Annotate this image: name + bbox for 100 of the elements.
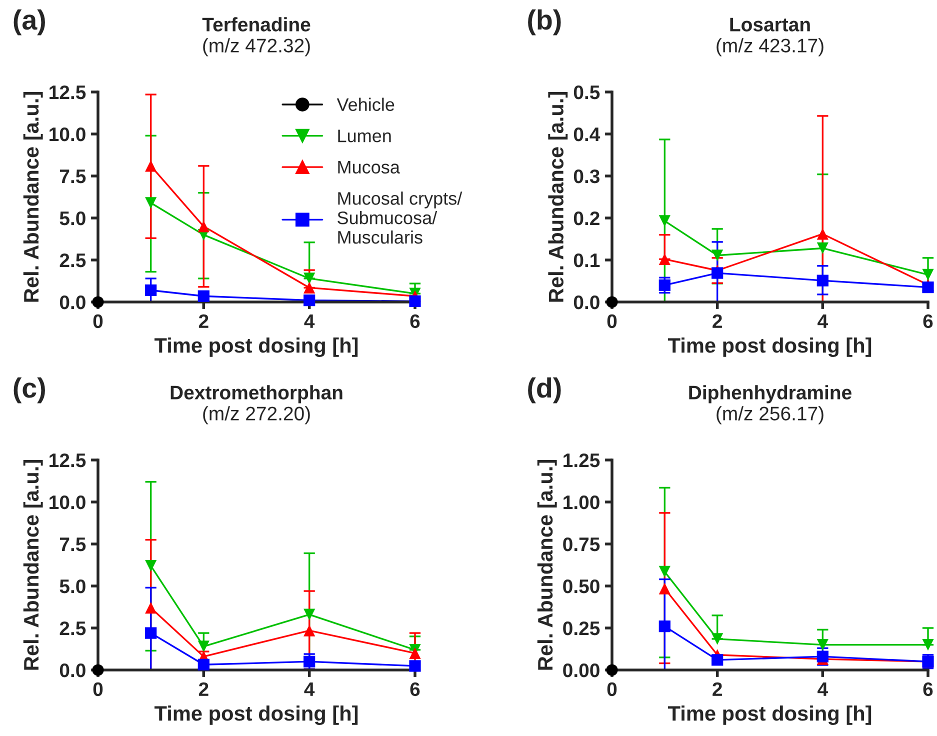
point <box>922 268 934 281</box>
y-tick-label: 2.5 <box>60 253 86 268</box>
x-tick-label: 4 <box>304 314 315 328</box>
text: (c) <box>14 377 45 404</box>
y-tick-label: 0.0 <box>60 663 86 678</box>
y-tick-label: 7.5 <box>60 538 86 552</box>
point <box>922 281 934 294</box>
x-axis-title: Time post dosing [h] <box>668 337 872 357</box>
chart-subtitle: (m/z 256.17) <box>716 406 824 424</box>
chart-title: Terfenadine <box>202 17 310 32</box>
text: (b) <box>528 9 561 36</box>
point <box>658 620 670 632</box>
point <box>198 640 210 652</box>
x-tick-label: 6 <box>410 314 420 328</box>
chart-subtitle: (m/z 423.17) <box>716 38 824 56</box>
point <box>816 242 828 254</box>
point <box>304 624 316 636</box>
y-tick-label: 1.25 <box>564 453 600 468</box>
point <box>816 228 828 240</box>
x-tick-label: 2 <box>712 682 722 696</box>
chart-title: Losartan <box>730 18 810 32</box>
point <box>145 197 157 209</box>
point <box>145 284 157 296</box>
point <box>304 656 316 668</box>
x-tick-label: 0 <box>93 314 103 328</box>
chart-title: Diphenhydramine <box>689 385 852 404</box>
y-axis-title: Rel. Abundance [a.u.] <box>548 92 568 302</box>
x-tick-label: 4 <box>818 682 828 696</box>
x-tick-label: 6 <box>410 682 420 696</box>
point <box>712 654 724 666</box>
point <box>409 660 421 672</box>
y-axis-title: Rel. Abundance [a.u.] <box>23 92 43 302</box>
point <box>922 638 934 651</box>
x-tick-label: 2 <box>198 314 208 328</box>
text: (d) <box>528 377 561 404</box>
point <box>198 290 210 302</box>
y-axis-title: Rel. Abundance [a.u.] <box>537 460 557 670</box>
point <box>658 215 670 227</box>
x-tick-label: 0 <box>607 314 617 328</box>
legend-label: Mucosal crypts/ Submucosa/ Muscularis <box>338 192 462 244</box>
y-tick-label: 0.0 <box>574 295 600 310</box>
y-tick-label: 0.3 <box>574 169 600 184</box>
y-tick-label: 12.5 <box>50 453 86 468</box>
point <box>658 566 670 578</box>
y-tick-label: 12.5 <box>50 85 86 100</box>
y-tick-label: 0.25 <box>563 621 600 636</box>
point <box>198 658 210 670</box>
point <box>658 253 670 265</box>
point <box>304 294 316 306</box>
point <box>198 220 210 232</box>
y-tick-label: 0.75 <box>563 537 600 552</box>
x-axis-title: Time post dosing [h] <box>154 337 358 357</box>
y-tick-label: 0.0 <box>60 295 86 310</box>
y-tick-label: 0.4 <box>574 127 600 142</box>
point <box>712 250 724 262</box>
y-tick-label: 0.50 <box>563 579 600 594</box>
y-tick-label: 0.00 <box>563 663 600 678</box>
point <box>145 160 157 172</box>
point <box>816 650 828 662</box>
point <box>145 560 157 572</box>
point <box>145 627 157 639</box>
point <box>816 274 828 286</box>
x-tick-label: 6 <box>923 682 933 696</box>
y-tick-label: 0.1 <box>574 253 600 268</box>
x-tick-label: 0 <box>93 682 103 696</box>
chart-title: Dextromethorphan <box>170 385 342 404</box>
x-axis-title: Time post dosing [h] <box>668 705 872 725</box>
text: (a) <box>14 9 45 36</box>
y-tick-label: 0.2 <box>574 211 600 226</box>
point <box>712 633 724 645</box>
x-tick-label: 4 <box>304 682 315 696</box>
y-tick-label: 10.0 <box>50 495 86 510</box>
x-tick-label: 2 <box>198 682 208 696</box>
point <box>409 647 421 660</box>
point <box>816 638 828 651</box>
y-tick-label: 0.5 <box>574 85 600 100</box>
x-tick-label: 4 <box>818 314 828 328</box>
y-tick-label: 2.5 <box>60 621 86 636</box>
y-tick-label: 1.00 <box>564 495 600 510</box>
point <box>658 279 670 292</box>
point <box>145 602 157 614</box>
chart-subtitle: (m/z 272.20) <box>203 406 310 424</box>
point <box>712 267 724 279</box>
y-tick-label: 10.0 <box>50 127 86 142</box>
point <box>304 608 316 620</box>
x-tick-label: 6 <box>923 314 933 328</box>
legend-label: Vehicle <box>336 98 394 112</box>
x-tick-label: 0 <box>607 682 617 696</box>
y-axis-title: Rel. Abundance [a.u.] <box>23 460 43 670</box>
point <box>304 282 316 294</box>
x-tick-label: 2 <box>712 314 722 328</box>
point <box>304 272 316 284</box>
point <box>658 582 670 594</box>
y-tick-label: 5.0 <box>60 211 86 226</box>
y-tick-label: 7.5 <box>60 170 86 184</box>
chart-subtitle: (m/z 472.32) <box>203 38 310 56</box>
y-tick-label: 5.0 <box>60 579 86 594</box>
legend-label: Mucosa <box>338 160 400 174</box>
legend-label: Lumen <box>338 130 391 142</box>
x-axis-title: Time post dosing [h] <box>154 705 358 725</box>
